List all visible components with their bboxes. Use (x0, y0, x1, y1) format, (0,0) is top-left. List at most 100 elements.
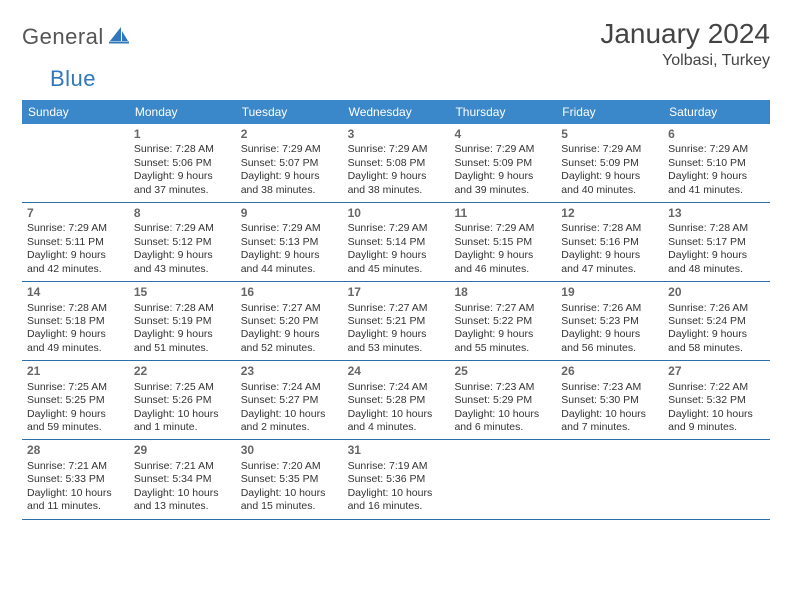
day-cell: 16Sunrise: 7:27 AMSunset: 5:20 PMDayligh… (236, 282, 343, 360)
week-row: 1Sunrise: 7:28 AMSunset: 5:06 PMDaylight… (22, 124, 770, 203)
day-info-line: Sunrise: 7:29 AM (241, 143, 338, 156)
day-info-line: Daylight: 9 hours and 39 minutes. (454, 170, 551, 197)
day-info-line: Sunset: 5:21 PM (348, 315, 445, 328)
day-number: 11 (454, 206, 551, 221)
dow-cell: Saturday (663, 100, 770, 124)
day-info-line: Daylight: 9 hours and 40 minutes. (561, 170, 658, 197)
logo-sail-icon (109, 26, 129, 49)
day-number: 10 (348, 206, 445, 221)
day-info-line: Sunrise: 7:27 AM (348, 302, 445, 315)
day-cell: 29Sunrise: 7:21 AMSunset: 5:34 PMDayligh… (129, 440, 236, 518)
location: Yolbasi, Turkey (600, 52, 770, 70)
day-info-line: Sunrise: 7:23 AM (561, 381, 658, 394)
day-cell: 20Sunrise: 7:26 AMSunset: 5:24 PMDayligh… (663, 282, 770, 360)
day-info-line: Sunrise: 7:24 AM (348, 381, 445, 394)
day-info-line: Sunset: 5:32 PM (668, 394, 765, 407)
day-info-line: Sunrise: 7:20 AM (241, 460, 338, 473)
logo: General (22, 18, 131, 50)
day-info-line: Sunrise: 7:19 AM (348, 460, 445, 473)
weeks-container: 1 Sunrise: 7:28 AM Sunset: 5:06 PM Daylight… (22, 124, 770, 520)
day-number: 20 (668, 285, 765, 300)
week-row: 14Sunrise: 7:28 AMSunset: 5:18 PMDayligh… (22, 282, 770, 361)
day-info-line: Sunset: 5:35 PM (241, 473, 338, 486)
day-cell (22, 124, 129, 202)
day-info-line: Sunrise: 7:29 AM (348, 222, 445, 235)
day-info-line: Sunset: 5:18 PM (27, 315, 124, 328)
day-info-line: Sunrise: 7:21 AM (27, 460, 124, 473)
day-info-line: Sunrise: 7:26 AM (561, 302, 658, 315)
day-cell: 19Sunrise: 7:26 AMSunset: 5:23 PMDayligh… (556, 282, 663, 360)
page: General January 2024 Yolbasi, Turkey Blu… (0, 0, 792, 530)
day-cell: 31Sunrise: 7:19 AMSunset: 5:36 PMDayligh… (343, 440, 450, 518)
day-number: 25 (454, 364, 551, 379)
day-cell: 9Sunrise: 7:29 AMSunset: 5:13 PMDaylight… (236, 203, 343, 281)
day-info-line: Sunrise: 7:28 AM (668, 222, 765, 235)
dow-cell: Thursday (449, 100, 556, 124)
logo-text-blue: Blue (50, 66, 96, 92)
day-info-line: Sunrise: 7:28 AM (134, 302, 231, 315)
dow-row: SundayMondayTuesdayWednesdayThursdayFrid… (22, 100, 770, 124)
day-info-line: Sunset: 5:10 PM (668, 157, 765, 170)
day-cell (663, 440, 770, 518)
day-number: 18 (454, 285, 551, 300)
day-info-line: Sunrise: 7:28 AM (27, 302, 124, 315)
day-info-line: Daylight: 10 hours and 11 minutes. (27, 487, 124, 514)
week-row: 28Sunrise: 7:21 AMSunset: 5:33 PMDayligh… (22, 440, 770, 519)
day-cell: 7Sunrise: 7:29 AMSunset: 5:11 PMDaylight… (22, 203, 129, 281)
day-info-line: Daylight: 9 hours and 38 minutes. (241, 170, 338, 197)
day-info-line: Sunset: 5:24 PM (668, 315, 765, 328)
day-info-line: Sunset: 5:09 PM (454, 157, 551, 170)
day-cell: 23Sunrise: 7:24 AMSunset: 5:27 PMDayligh… (236, 361, 343, 439)
week-row: 21Sunrise: 7:25 AMSunset: 5:25 PMDayligh… (22, 361, 770, 440)
day-info-line: Daylight: 9 hours and 59 minutes. (27, 408, 124, 435)
day-info-line: Sunrise: 7:28 AM (561, 222, 658, 235)
day-info-line: Sunset: 5:27 PM (241, 394, 338, 407)
day-number: 30 (241, 443, 338, 458)
day-info-line: Daylight: 9 hours and 51 minutes. (134, 328, 231, 355)
day-info-line: Sunrise: 7:27 AM (454, 302, 551, 315)
dow-cell: Monday (129, 100, 236, 124)
day-info-line: Daylight: 9 hours and 41 minutes. (668, 170, 765, 197)
day-number: 26 (561, 364, 658, 379)
day-cell: 13Sunrise: 7:28 AMSunset: 5:17 PMDayligh… (663, 203, 770, 281)
day-number: 27 (668, 364, 765, 379)
day-info-line: Sunrise: 7:21 AM (134, 460, 231, 473)
day-info-line: Sunset: 5:29 PM (454, 394, 551, 407)
day-number: 1 (134, 127, 231, 142)
day-info-line: Sunrise: 7:29 AM (241, 222, 338, 235)
day-cell: 11Sunrise: 7:29 AMSunset: 5:15 PMDayligh… (449, 203, 556, 281)
day-info-line: Daylight: 10 hours and 13 minutes. (134, 487, 231, 514)
day-number: 12 (561, 206, 658, 221)
day-info-line: Daylight: 9 hours and 49 minutes. (27, 328, 124, 355)
day-info-line: Daylight: 10 hours and 6 minutes. (454, 408, 551, 435)
day-info-line: Sunset: 5:28 PM (348, 394, 445, 407)
day-info-line: Sunrise: 7:29 AM (454, 143, 551, 156)
day-number: 6 (668, 127, 765, 142)
day-info-line: Daylight: 9 hours and 38 minutes. (348, 170, 445, 197)
day-info-line: Daylight: 10 hours and 9 minutes. (668, 408, 765, 435)
week-row: 7Sunrise: 7:29 AMSunset: 5:11 PMDaylight… (22, 203, 770, 282)
day-info-line: Sunrise: 7:23 AM (454, 381, 551, 394)
day-number: 8 (134, 206, 231, 221)
day-info-line: Sunrise: 7:29 AM (668, 143, 765, 156)
day-cell (449, 440, 556, 518)
day-info-line: Daylight: 10 hours and 4 minutes. (348, 408, 445, 435)
day-info-line: Sunset: 5:19 PM (134, 315, 231, 328)
day-cell: 15Sunrise: 7:28 AMSunset: 5:19 PMDayligh… (129, 282, 236, 360)
day-info-line: Sunrise: 7:29 AM (454, 222, 551, 235)
day-info-line: Sunset: 5:26 PM (134, 394, 231, 407)
day-info-line: Sunset: 5:06 PM (134, 157, 231, 170)
day-info-line: Daylight: 9 hours and 46 minutes. (454, 249, 551, 276)
day-number: 17 (348, 285, 445, 300)
day-number: 2 (241, 127, 338, 142)
day-info-line: Daylight: 9 hours and 53 minutes. (348, 328, 445, 355)
day-info-line: Sunset: 5:23 PM (561, 315, 658, 328)
calendar: SundayMondayTuesdayWednesdayThursdayFrid… (22, 100, 770, 520)
day-info-line: Sunrise: 7:29 AM (348, 143, 445, 156)
day-number: 19 (561, 285, 658, 300)
day-cell: 24Sunrise: 7:24 AMSunset: 5:28 PMDayligh… (343, 361, 450, 439)
day-info-line: Sunset: 5:33 PM (27, 473, 124, 486)
day-cell: 10Sunrise: 7:29 AMSunset: 5:14 PMDayligh… (343, 203, 450, 281)
day-info-line: Daylight: 9 hours and 58 minutes. (668, 328, 765, 355)
title-block: January 2024 Yolbasi, Turkey (600, 18, 770, 70)
